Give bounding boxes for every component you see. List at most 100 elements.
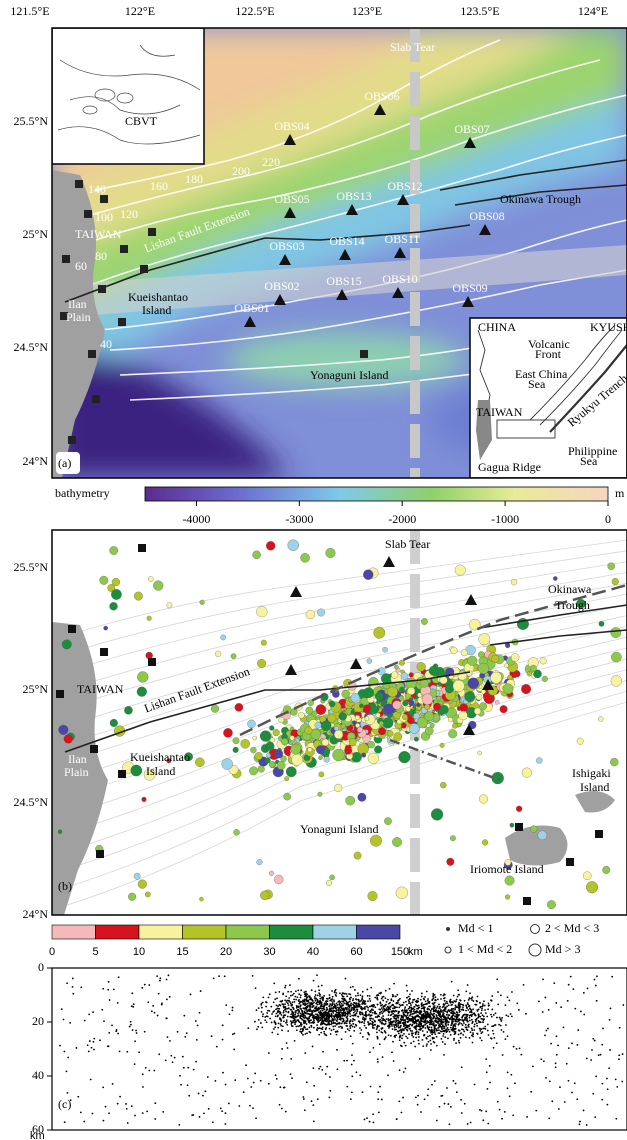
hypocenter xyxy=(321,1013,323,1015)
seismic-event xyxy=(147,616,152,621)
hypocenter xyxy=(490,1014,492,1016)
latitude-label: 24.5°N xyxy=(14,340,49,354)
hypocenter xyxy=(229,1013,231,1015)
hypocenter xyxy=(126,1108,128,1110)
contour-label: 200 xyxy=(232,164,250,178)
hypocenter xyxy=(305,1017,307,1019)
hypocenter xyxy=(393,1060,395,1062)
hypocenter xyxy=(130,1021,132,1023)
legend-symbol xyxy=(447,928,450,931)
station-label: OBS10 xyxy=(382,272,417,286)
seismic-event xyxy=(465,691,475,701)
hypocenter xyxy=(134,1040,136,1042)
hypocenter xyxy=(297,1025,299,1027)
hypocenter xyxy=(377,1098,379,1100)
hypocenter xyxy=(267,1010,269,1012)
hypocenter xyxy=(420,999,422,1001)
hypocenter xyxy=(367,1000,369,1002)
hypocenter xyxy=(361,1021,363,1023)
hypocenter xyxy=(313,980,315,982)
seismic-event xyxy=(379,721,383,725)
hypocenter xyxy=(481,1028,483,1030)
hypocenter xyxy=(364,1020,366,1022)
station-label: OBS03 xyxy=(269,239,304,253)
hypocenter xyxy=(523,984,525,986)
hypocenter xyxy=(479,1030,481,1032)
hypocenter xyxy=(277,1010,279,1012)
y-tick-label: 40 xyxy=(32,1068,44,1082)
seismic-event xyxy=(479,703,486,710)
seismic-event xyxy=(255,752,263,760)
hypocenter xyxy=(286,1008,288,1010)
hypocenter xyxy=(402,1097,404,1099)
hypocenter xyxy=(351,1054,353,1056)
hypocenter xyxy=(277,1027,279,1029)
hypocenter xyxy=(462,1020,464,1022)
hypocenter xyxy=(416,1014,418,1016)
hypocenter xyxy=(446,1020,448,1022)
hypocenter xyxy=(462,1034,464,1036)
hypocenter xyxy=(395,1003,397,1005)
hypocenter xyxy=(255,1117,257,1119)
hypocenter xyxy=(103,1020,105,1022)
hypocenter xyxy=(304,1109,306,1111)
hypocenter xyxy=(356,1008,358,1010)
seismic-event xyxy=(511,653,519,661)
latitude-label: 24°N xyxy=(23,907,49,921)
hypocenter xyxy=(438,1029,440,1031)
hypocenter xyxy=(273,1028,275,1030)
hypocenter xyxy=(507,1015,509,1017)
seismic-event xyxy=(222,758,233,769)
seismic-event xyxy=(374,627,385,638)
hypocenter xyxy=(331,1000,333,1002)
hypocenter xyxy=(369,1051,371,1053)
hypocenter xyxy=(609,1019,611,1021)
seismic-event xyxy=(363,570,373,580)
seismic-event xyxy=(112,578,120,586)
hypocenter xyxy=(322,1017,324,1019)
hypocenter xyxy=(478,1014,480,1016)
hypocenter xyxy=(221,1110,223,1112)
hypocenter xyxy=(284,1003,286,1005)
hypocenter xyxy=(465,1014,467,1016)
hypocenter xyxy=(294,1001,296,1003)
hypocenter xyxy=(594,979,596,981)
hypocenter xyxy=(462,1029,464,1031)
hypocenter xyxy=(439,1023,441,1025)
hypocenter xyxy=(130,1024,132,1026)
hypocenter xyxy=(465,1004,467,1006)
hypocenter xyxy=(300,1025,302,1027)
hypocenter xyxy=(426,1011,428,1013)
hypocenter xyxy=(356,1002,358,1004)
hypocenter xyxy=(158,1053,160,1055)
hypocenter xyxy=(281,1048,283,1050)
hypocenter xyxy=(61,1008,63,1010)
hypocenter xyxy=(622,1053,624,1055)
hypocenter xyxy=(424,1098,426,1100)
hypocenter xyxy=(400,1045,402,1047)
hypocenter xyxy=(273,1001,275,1003)
hypocenter xyxy=(440,998,442,1000)
seismic-event xyxy=(110,602,118,610)
hypocenter xyxy=(574,1008,576,1010)
hypocenter xyxy=(304,1052,306,1054)
hypocenter xyxy=(433,998,435,1000)
longitude-label: 122.5°E xyxy=(235,4,274,18)
hypocenter xyxy=(409,993,411,995)
hypocenter xyxy=(442,1035,444,1037)
latitude-label: 25.5°N xyxy=(14,114,49,128)
hypocenter xyxy=(269,993,271,995)
station-label: OBS02 xyxy=(264,279,299,293)
hypocenter xyxy=(389,1005,391,1007)
hypocenter xyxy=(482,1003,484,1005)
hypocenter xyxy=(279,1086,281,1088)
hypocenter xyxy=(377,1015,379,1017)
hypocenter xyxy=(322,996,324,998)
hypocenter xyxy=(265,1006,267,1008)
hypocenter xyxy=(363,1000,365,1002)
hypocenter xyxy=(415,1012,417,1014)
hypocenter xyxy=(467,1009,469,1011)
hypocenter xyxy=(551,1100,553,1102)
seismic-event xyxy=(421,618,427,624)
hypocenter xyxy=(398,1033,400,1035)
